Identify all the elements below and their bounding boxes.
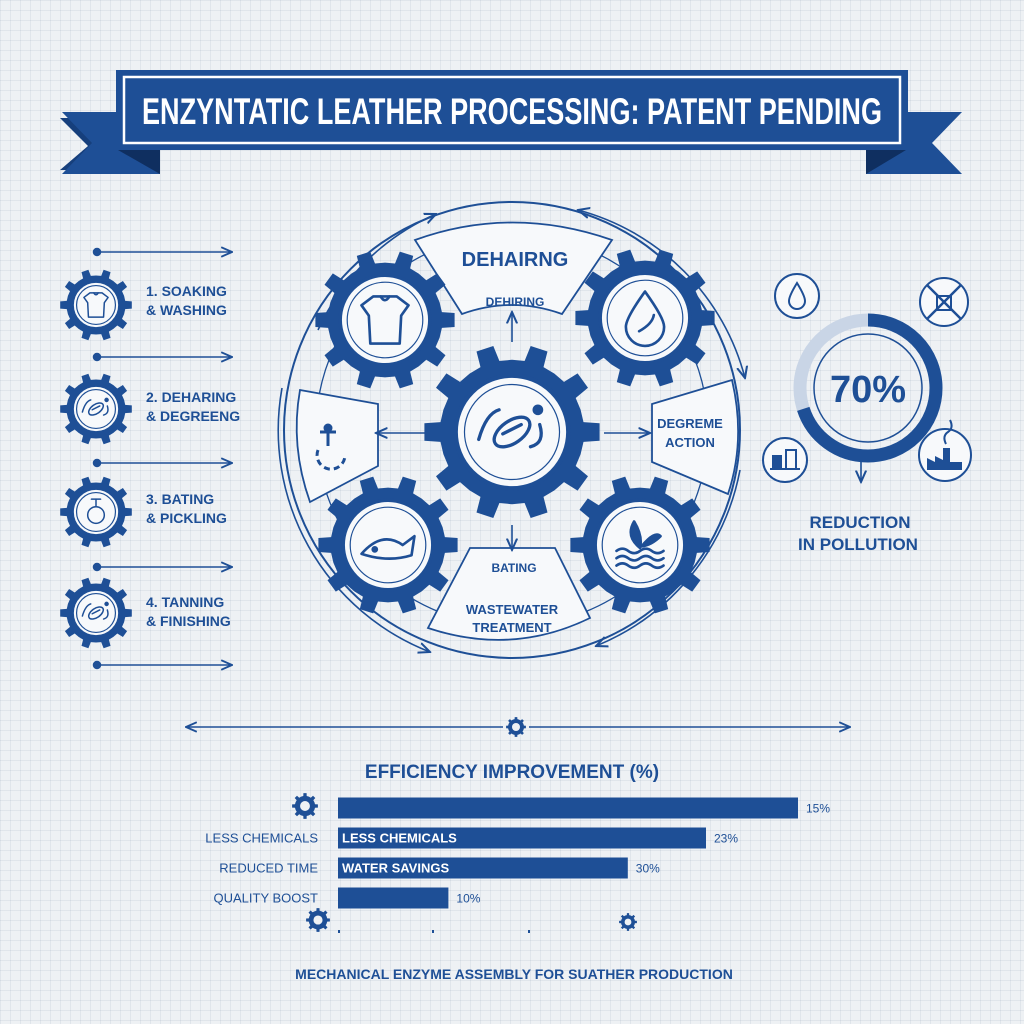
- cycle-gear-center: [424, 346, 600, 518]
- category-label-4: QUALITY BOOST: [213, 891, 318, 906]
- segment-bottom-label-2: TREATMENT: [472, 620, 551, 635]
- step-item-1: 1. SOAKING & WASHING: [146, 283, 227, 318]
- cycle-segments: [295, 221, 740, 641]
- factory-icon: [762, 437, 808, 483]
- step-arrows: [92, 249, 233, 669]
- divider-gear-icon: [506, 717, 526, 737]
- step-list: 1. SOAKING & WASHING 2. DEHARING & DEGRE…: [60, 249, 240, 669]
- step-label-3a: 3. BATING: [146, 491, 214, 507]
- microbe-icon: [477, 404, 544, 449]
- step-item-4: 4. TANNING & FINISHING: [146, 594, 231, 629]
- segment-top-label: DEHAIRNG: [462, 249, 569, 271]
- hide-icon: [83, 292, 109, 318]
- step-label-2a: 2. DEHARING: [146, 389, 236, 405]
- pollution-panel: 70% REDUCTION IN POLLUTION: [762, 273, 972, 554]
- chart-gear-icon-1: [292, 793, 318, 819]
- step-label-1a: 1. SOAKING: [146, 283, 227, 299]
- step-label-3b: & PICKLING: [146, 510, 227, 526]
- enzyme-icon: [81, 601, 109, 620]
- segment-bottom: [426, 547, 592, 641]
- chart-axis-ticks: [338, 930, 530, 933]
- step-gear-3: [60, 476, 132, 548]
- cycle-gear-top-left: [315, 251, 455, 389]
- page-title: ENZYNTATIC LEATHER PROCESSING: PATENT PE…: [142, 91, 882, 132]
- cycle-outer-ring: [283, 201, 741, 659]
- pollution-value: 70%: [830, 369, 906, 411]
- bar-value-4: 10%: [456, 892, 480, 906]
- category-label-2: LESS CHEMICALS: [205, 831, 318, 846]
- pollution-ring-progress: [793, 313, 943, 463]
- step-label-1b: & WASHING: [146, 302, 227, 318]
- step-label-4b: & FINISHING: [146, 613, 231, 629]
- water-drop-icon: [774, 273, 820, 319]
- segment-right-label-1: DEGREME: [657, 416, 723, 431]
- step-gear-1: [60, 269, 132, 341]
- chart-gear-icon-3: [619, 913, 637, 931]
- pollution-label-1: REDUCTION: [809, 513, 910, 532]
- process-cycle: DEHAIRNG DEHIRING DEGREME ACTION BATING …: [277, 201, 745, 659]
- step-item-2: 2. DEHARING & DEGREENG: [146, 389, 240, 424]
- bar-3: [338, 857, 628, 879]
- title-banner: ENZYNTATIC LEATHER PROCESSING: PATENT PE…: [60, 70, 962, 174]
- chart-title: EFFICIENCY IMPROVEMENT (%): [365, 762, 659, 783]
- no-chemicals-icon: [919, 277, 969, 327]
- step-item-3: 3. BATING & PICKLING: [146, 491, 227, 526]
- step-gear-2: [60, 373, 132, 445]
- step-gear-4: [60, 577, 132, 649]
- bar-2: [338, 827, 706, 849]
- cycle-gear-top-right: [575, 249, 715, 387]
- bar-value-1: 15%: [806, 802, 830, 816]
- enzyme-icon: [81, 397, 109, 416]
- segment-bottom-sub: BATING: [491, 561, 536, 575]
- water-drop-icon: [624, 290, 666, 348]
- efficiency-chart: EFFICIENCY IMPROVEMENT (%) 15% LESS CHEMI…: [205, 762, 830, 933]
- segment-bottom-label-1: WASTEWATER: [466, 602, 559, 617]
- bar-label-3: WATER SAVINGS: [342, 861, 449, 876]
- segment-top: [413, 221, 614, 316]
- valve-icon: [315, 423, 347, 471]
- industrial-smoke-icon: [918, 419, 972, 482]
- leather-hide-icon: [360, 295, 410, 345]
- segment-right: [651, 378, 740, 496]
- segment-top-sub: DEHIRING: [486, 295, 545, 309]
- segment-right-label-2: ACTION: [665, 435, 715, 450]
- cycle-gear-bottom-left: [318, 476, 458, 614]
- flask-icon: [86, 498, 106, 525]
- category-label-3: REDUCED TIME: [219, 861, 318, 876]
- step-label-4a: 4. TANNING: [146, 594, 224, 610]
- water-plant-icon: [615, 520, 665, 570]
- chart-gear-icon-2: [306, 908, 330, 932]
- cycle-gear-bottom-right: [570, 476, 710, 614]
- section-divider: [186, 717, 850, 737]
- footer-caption: MECHANICAL ENZYME ASSEMBLY FOR SUATHER P…: [295, 966, 733, 982]
- bar-value-3: 30%: [636, 862, 660, 876]
- segment-left: [295, 388, 379, 504]
- banner-ribbon: [116, 70, 908, 150]
- bar-4: [338, 887, 449, 909]
- bar-value-2: 23%: [714, 832, 738, 846]
- bar-label-2: LESS CHEMICALS: [342, 831, 457, 846]
- pollution-label-2: IN POLLUTION: [798, 535, 918, 554]
- fish-skin-icon: [360, 534, 416, 560]
- bar-1: [338, 797, 798, 819]
- inner-arrows: [376, 312, 650, 550]
- step-label-2b: & DEGREENG: [146, 408, 240, 424]
